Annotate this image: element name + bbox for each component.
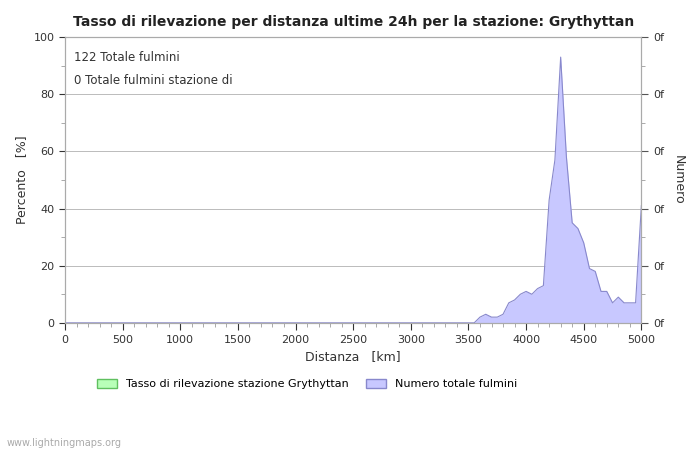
Y-axis label: Percento   [%]: Percento [%] <box>15 135 28 224</box>
Legend: Tasso di rilevazione stazione Grythyttan, Numero totale fulmini: Tasso di rilevazione stazione Grythyttan… <box>93 374 522 394</box>
Text: 122 Totale fulmini: 122 Totale fulmini <box>74 51 179 64</box>
Text: 0 Totale fulmini stazione di: 0 Totale fulmini stazione di <box>74 74 232 87</box>
X-axis label: Distanza   [km]: Distanza [km] <box>305 350 401 363</box>
Text: www.lightningmaps.org: www.lightningmaps.org <box>7 438 122 448</box>
Y-axis label: Numero: Numero <box>672 155 685 205</box>
Title: Tasso di rilevazione per distanza ultime 24h per la stazione: Grythyttan: Tasso di rilevazione per distanza ultime… <box>73 15 634 29</box>
